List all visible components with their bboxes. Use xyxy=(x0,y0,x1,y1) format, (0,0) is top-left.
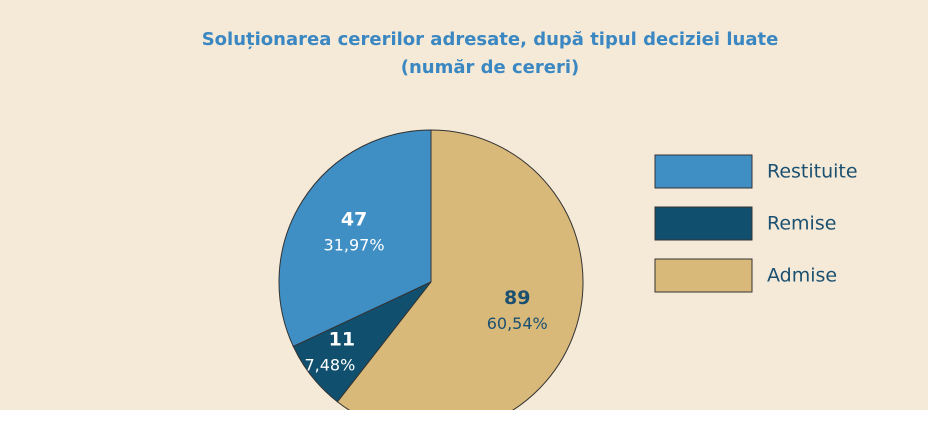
legend-swatch xyxy=(654,206,753,241)
pie xyxy=(278,129,584,410)
legend-label: Admise xyxy=(767,265,837,287)
pie-slice xyxy=(336,129,584,410)
chart-subtitle: (număr de cereri) xyxy=(401,57,580,78)
chart-title: Soluționarea cererilor adresate, după ti… xyxy=(202,29,779,50)
percentage-label: 60,54% xyxy=(487,314,548,333)
value-label: 11 xyxy=(329,329,355,351)
legend-label: Restituite xyxy=(767,161,858,183)
legend-swatch xyxy=(654,154,753,189)
value-label: 89 xyxy=(504,287,530,309)
legend-label: Remise xyxy=(767,213,836,235)
pie-slice xyxy=(278,129,432,348)
value-label: 47 xyxy=(341,209,367,231)
percentage-label: 7,48% xyxy=(304,356,355,375)
percentage-label: 31,97% xyxy=(324,236,385,255)
legend-swatch xyxy=(654,258,753,293)
